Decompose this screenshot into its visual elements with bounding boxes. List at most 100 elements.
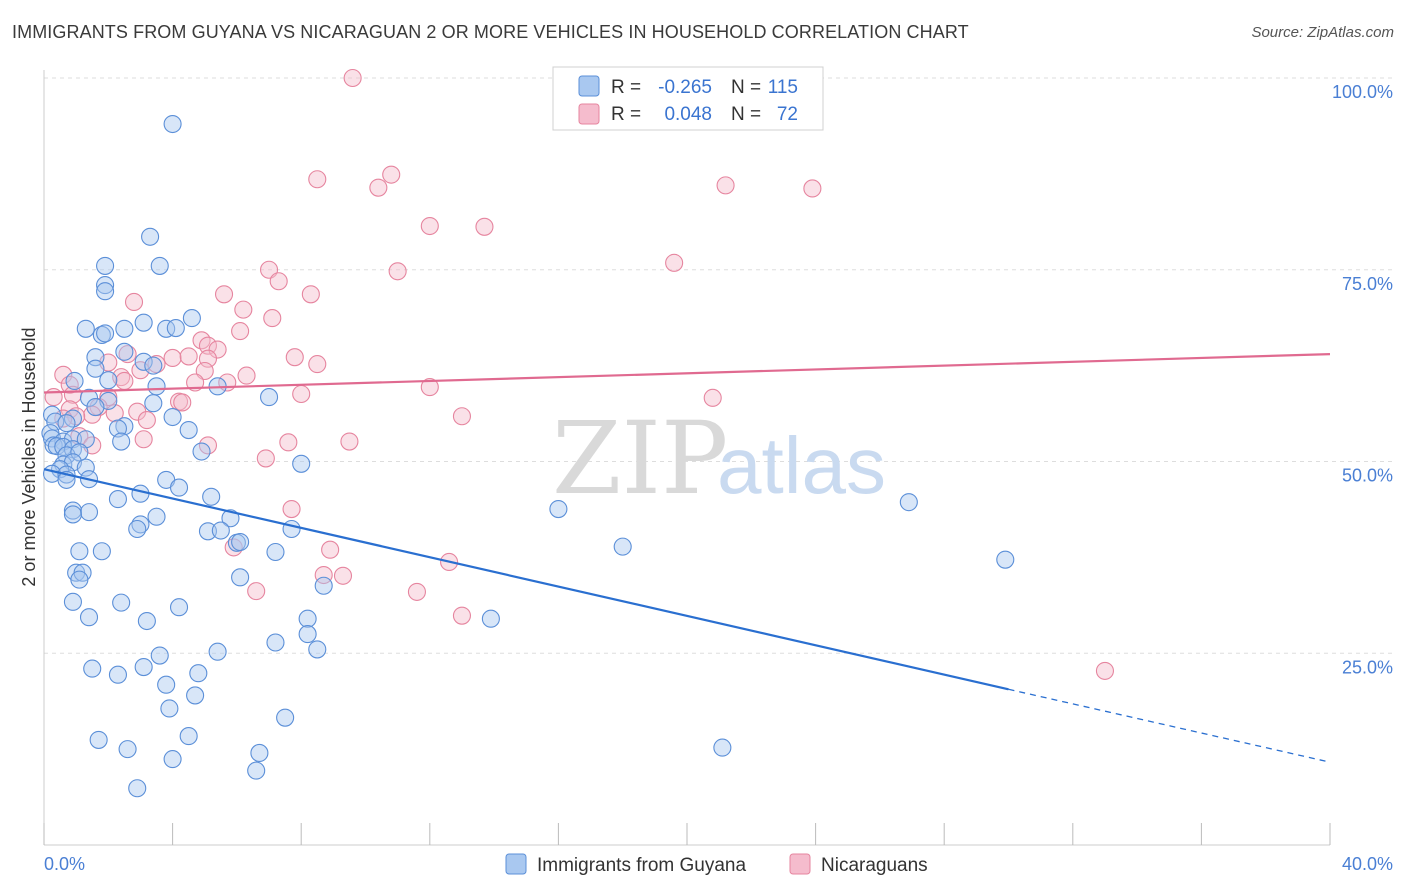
- point-guyana: [115, 319, 134, 338]
- point-nicaraguans: [163, 348, 182, 368]
- point-guyana: [179, 421, 198, 440]
- watermark-zip: ZIP: [552, 400, 728, 517]
- point-guyana: [86, 359, 105, 378]
- point-guyana: [134, 658, 153, 677]
- point-nicaraguans: [124, 292, 144, 312]
- legend-r-value-1: -0.265: [658, 77, 712, 98]
- bottom-legend-swatch-guyana: [505, 853, 527, 875]
- point-nicaraguans: [1095, 661, 1114, 680]
- point-guyana: [131, 484, 150, 503]
- point-nicaraguans: [407, 582, 426, 601]
- point-guyana: [259, 388, 279, 407]
- point-guyana: [150, 256, 169, 275]
- point-guyana: [96, 282, 115, 301]
- point-nicaraguans: [237, 366, 256, 385]
- y-tick-labels: 25.0% 50.0% 75.0% 100.0%: [1332, 82, 1393, 677]
- point-nicaraguans: [234, 300, 253, 319]
- legend-swatch-pink: [578, 103, 600, 125]
- point-guyana: [83, 659, 102, 678]
- point-nicaraguans: [208, 340, 227, 359]
- point-guyana: [202, 487, 221, 506]
- point-guyana: [92, 325, 111, 344]
- point-guyana: [128, 779, 147, 798]
- point-guyana: [63, 505, 82, 524]
- point-guyana: [92, 542, 111, 561]
- point-guyana: [150, 646, 169, 665]
- point-guyana: [250, 743, 269, 763]
- point-nicaraguans: [285, 348, 304, 367]
- point-guyana: [96, 276, 115, 295]
- point-guyana: [276, 708, 295, 727]
- point-nicaraguans: [369, 178, 388, 197]
- point-guyana: [169, 478, 189, 497]
- point-guyana: [189, 664, 208, 683]
- point-nicaraguans: [282, 500, 301, 519]
- point-nicaraguans: [279, 433, 298, 452]
- point-nicaraguans: [321, 540, 340, 559]
- point-nicaraguans: [340, 432, 359, 451]
- point-guyana: [163, 750, 182, 769]
- point-guyana: [76, 319, 95, 338]
- y-tick-label: 50.0%: [1342, 466, 1393, 486]
- point-guyana: [298, 625, 317, 644]
- point-nicaraguans: [308, 170, 327, 189]
- point-nicaraguans: [179, 347, 198, 366]
- point-guyana: [70, 542, 89, 561]
- point-guyana: [169, 598, 189, 617]
- y-tick-label: 75.0%: [1342, 274, 1393, 294]
- trend-line-guyana: [43, 468, 1009, 691]
- point-guyana: [166, 318, 185, 338]
- point-nicaraguans: [134, 430, 153, 449]
- chart-title: IMMIGRANTS FROM GUYANA VS NICARAGUAN 2 O…: [12, 22, 969, 42]
- point-nicaraguans: [292, 384, 311, 404]
- point-guyana: [76, 458, 95, 477]
- point-nicaraguans: [198, 336, 218, 355]
- point-guyana: [57, 414, 76, 433]
- trend-line-nicaraguans: [43, 353, 1331, 394]
- watermark: ZIP atlas: [552, 400, 886, 517]
- point-guyana: [549, 500, 568, 519]
- point-guyana: [63, 430, 82, 449]
- point-guyana: [186, 686, 205, 705]
- point-guyana: [147, 377, 166, 396]
- trend-lines: [43, 353, 1331, 763]
- y-tick-label: 100.0%: [1332, 82, 1393, 102]
- point-guyana: [79, 388, 99, 407]
- grid-lines: [44, 77, 1392, 654]
- point-guyana: [134, 313, 153, 332]
- legend-n-value-2: 72: [777, 104, 798, 125]
- legend-r-label-1: R =: [611, 77, 641, 98]
- legend-swatch-blue: [578, 75, 600, 97]
- trend-line-guyana-extrapolated: [1008, 688, 1331, 763]
- point-guyana: [99, 371, 118, 390]
- point-nicaraguans: [314, 565, 333, 585]
- series-nicaraguans-points: [44, 68, 1114, 680]
- point-guyana: [308, 640, 327, 659]
- point-nicaraguans: [452, 407, 472, 426]
- point-nicaraguans: [388, 262, 407, 281]
- point-guyana: [231, 568, 250, 587]
- point-guyana: [70, 570, 89, 589]
- bottom-legend-swatch-nicaraguans: [789, 853, 811, 875]
- point-nicaraguans: [118, 345, 137, 364]
- point-nicaraguans: [343, 68, 362, 88]
- point-guyana: [128, 519, 147, 539]
- series-guyana-points: [41, 114, 1015, 798]
- point-guyana: [163, 114, 182, 134]
- point-guyana: [108, 490, 127, 509]
- point-nicaraguans: [173, 393, 192, 412]
- point-guyana: [160, 699, 179, 718]
- point-nicaraguans: [54, 365, 73, 384]
- point-guyana: [157, 319, 176, 338]
- point-nicaraguans: [308, 355, 327, 374]
- x-tick-label-max: 40.0%: [1342, 854, 1393, 874]
- point-guyana: [192, 442, 211, 461]
- y-tick-label: 25.0%: [1342, 657, 1393, 677]
- point-guyana: [141, 227, 160, 246]
- point-guyana: [63, 409, 82, 428]
- point-guyana: [144, 356, 163, 375]
- watermark-atlas: atlas: [717, 421, 886, 510]
- point-guyana: [899, 493, 918, 512]
- point-guyana: [79, 608, 99, 627]
- point-guyana: [96, 256, 115, 275]
